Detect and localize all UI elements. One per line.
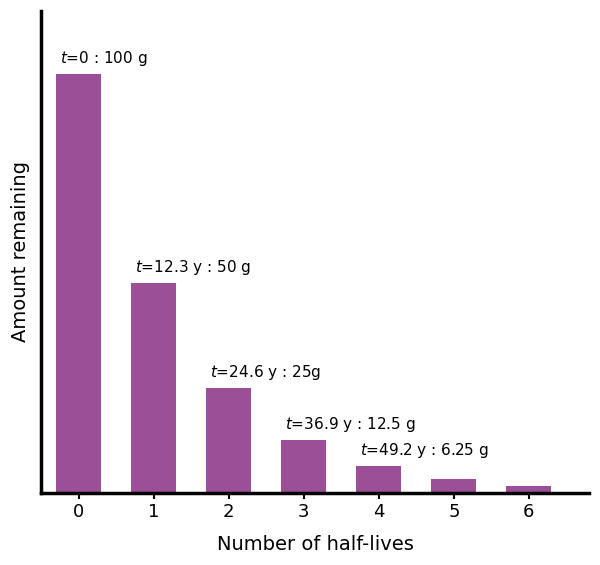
Text: $t$=12.3 y : 50 g: $t$=12.3 y : 50 g [135, 258, 251, 277]
Text: t=0 : 100 g: t=0 : 100 g [60, 44, 147, 59]
Bar [206, 388, 251, 493]
Text: $t$=36.9 y : 12.5 g: $t$=36.9 y : 12.5 g [285, 415, 416, 434]
Text: t=24.6 y : 25g: t=24.6 y : 25g [210, 364, 320, 380]
Bar [281, 440, 326, 493]
Text: t=36.9 y : 12.5 g: t=36.9 y : 12.5 g [285, 418, 415, 433]
Text: $t$=0 : 100 g: $t$=0 : 100 g [60, 49, 148, 68]
Text: $t$=49.2 y : 6.25 g: $t$=49.2 y : 6.25 g [360, 441, 489, 460]
Bar [56, 74, 101, 493]
Text: t=12.3 y : 50 g: t=12.3 y : 50 g [135, 258, 250, 273]
Text: $t$=24.6 y : 25g: $t$=24.6 y : 25g [210, 363, 321, 381]
X-axis label: Number of half-lives: Number of half-lives [217, 535, 413, 554]
Bar [431, 480, 476, 493]
Y-axis label: Amount remaining: Amount remaining [11, 162, 30, 342]
Text: t=49.2 y : 6.25 g: t=49.2 y : 6.25 g [360, 445, 490, 459]
Bar [131, 283, 176, 493]
Bar [506, 486, 551, 493]
Bar [356, 467, 401, 493]
